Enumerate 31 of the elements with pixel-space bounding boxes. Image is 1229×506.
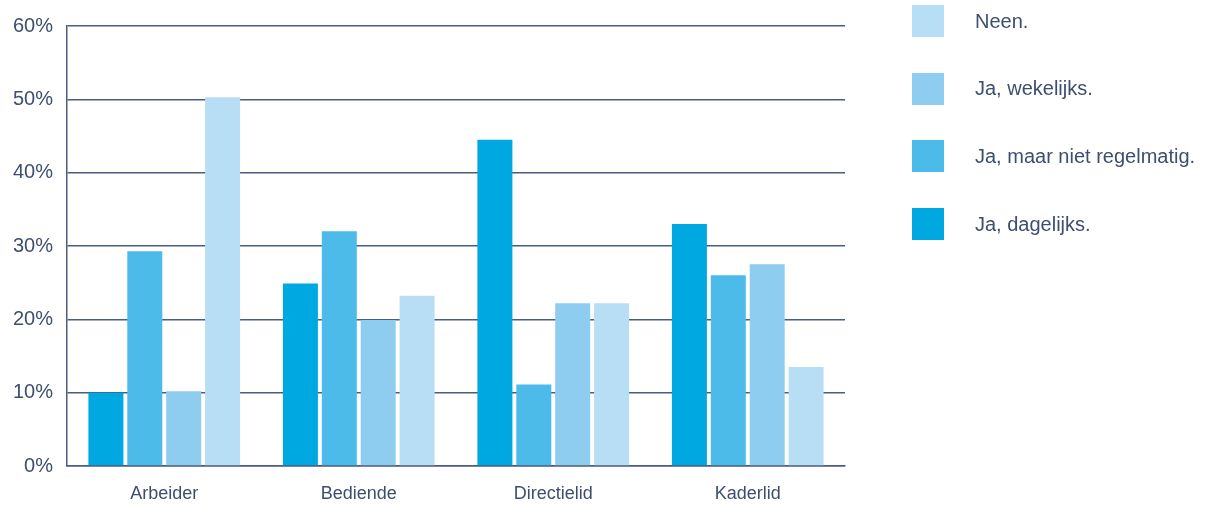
bar (205, 97, 241, 466)
y-tick-label: 10% (12, 380, 54, 403)
bar (321, 231, 357, 466)
y-tick-label: 20% (12, 306, 54, 329)
y-tick-label: 60% (12, 13, 54, 36)
bar (282, 283, 318, 466)
y-tick-label: 0% (24, 453, 54, 476)
x-tick-label: Kaderlid (714, 482, 781, 503)
legend-label: Ja, dagelijks. (975, 212, 1091, 236)
y-tick-label: 40% (12, 160, 54, 183)
legend-label: Ja, maar niet regelmatig. (975, 144, 1196, 168)
x-tick-label: Directielid (513, 482, 593, 503)
bar (788, 367, 824, 466)
y-tick-label: 50% (12, 86, 54, 109)
bar (166, 391, 202, 466)
bar (555, 303, 591, 466)
legend-label: Ja, wekelijks. (975, 77, 1093, 101)
bar (749, 264, 785, 466)
x-tick-label: Bediende (320, 482, 397, 503)
bar (360, 320, 396, 466)
bar (516, 384, 552, 466)
bar (710, 275, 746, 466)
bar (477, 139, 513, 466)
legend-label: Neen. (975, 9, 1029, 33)
bar (399, 295, 435, 466)
bar (88, 392, 124, 466)
x-tick-label: Arbeider (130, 482, 199, 503)
bar (594, 303, 630, 466)
bar (671, 224, 707, 466)
bar (127, 251, 163, 466)
y-tick-label: 30% (12, 233, 54, 256)
